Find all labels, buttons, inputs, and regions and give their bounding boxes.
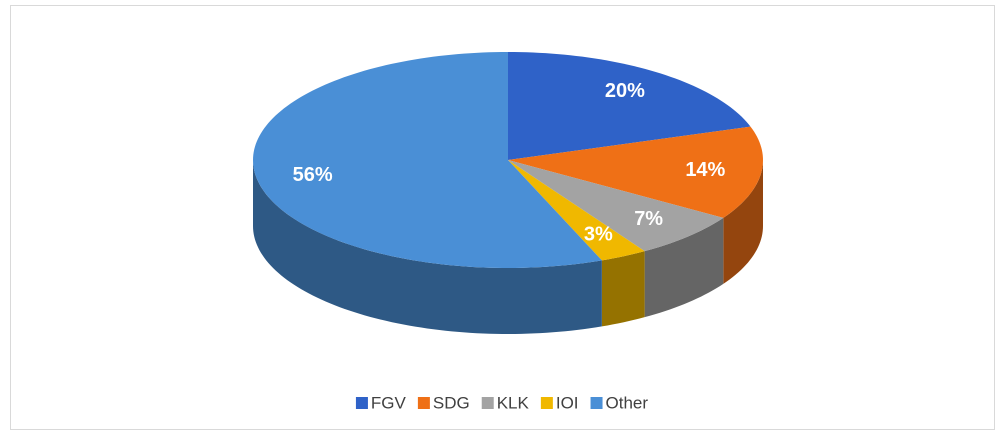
slice-side	[644, 217, 724, 318]
slice	[253, 52, 602, 268]
slice	[508, 52, 751, 160]
legend-swatch	[417, 397, 430, 409]
data-label: 7%	[634, 208, 663, 230]
data-label: 14%	[685, 159, 725, 181]
legend-label: IOI	[556, 393, 579, 412]
data-label: 3%	[584, 223, 613, 245]
legend-swatch	[590, 397, 603, 409]
slice-side	[601, 251, 645, 327]
legend-label: Other	[606, 393, 649, 412]
legend-label: SDG	[433, 393, 470, 412]
legend-label: FGV	[371, 393, 407, 412]
slice	[508, 160, 645, 261]
data-label: 56%	[293, 164, 333, 186]
data-label: 20%	[605, 80, 645, 102]
slice-side	[253, 160, 602, 334]
legend-swatch	[355, 397, 368, 409]
slice	[508, 126, 763, 218]
legend-swatch	[540, 397, 553, 409]
legend-label: KLK	[497, 393, 530, 412]
slice-side	[723, 160, 763, 284]
legend-swatch	[481, 397, 494, 409]
slice	[508, 160, 724, 252]
